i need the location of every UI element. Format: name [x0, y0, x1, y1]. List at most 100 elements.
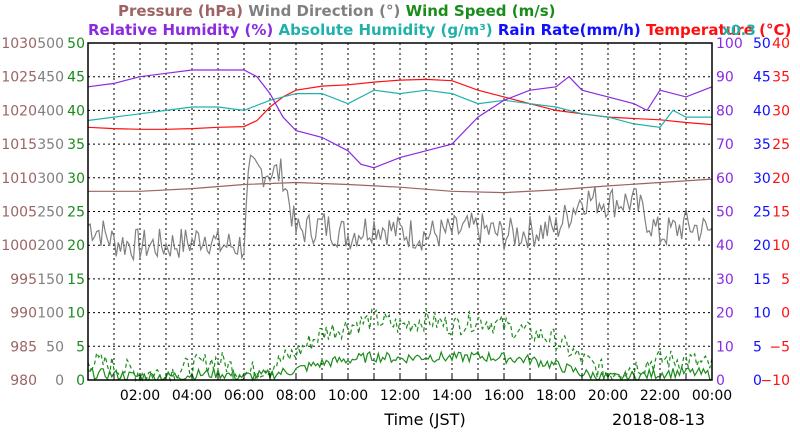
right-tick-label: 25: [753, 205, 771, 221]
chart-title-row-1: Pressure (hPa) Wind Direction (°) Wind S…: [118, 2, 555, 20]
right-tick-label: 35: [753, 137, 771, 153]
right-tick-label: 30: [772, 103, 790, 119]
x-tick-label: 14:00: [432, 388, 472, 404]
right-tick-label: 15: [753, 272, 771, 288]
legend-entry: Wind Speed (m/s): [406, 2, 556, 20]
left-tick-label: 400: [37, 103, 64, 119]
x-tick-label: 16:00: [484, 388, 524, 404]
legend-entry: Relative Humidity (%): [88, 21, 279, 39]
right-tick-label: 10: [772, 238, 790, 254]
left-tick-label: 1025: [1, 70, 37, 86]
right-tick-label: 50: [753, 36, 771, 52]
right-tick-label: 40: [716, 238, 734, 254]
left-tick-label: 15: [67, 272, 85, 288]
left-tick-label: 450: [37, 70, 64, 86]
left-tick-label: 0: [76, 373, 85, 389]
right-tick-label: 5: [753, 339, 762, 355]
x-tick-label: 04:00: [172, 388, 212, 404]
left-tick-label: 150: [37, 272, 64, 288]
grid: [88, 43, 712, 380]
left-tick-label: 50: [67, 36, 85, 52]
right-tick-label: −10: [760, 373, 790, 389]
right-tick-label: 30: [716, 272, 734, 288]
left-tick-label: 980: [10, 373, 37, 389]
left-tick-label: 25: [67, 205, 85, 221]
right-tick-label: 20: [772, 171, 790, 187]
right-tick-label: 40: [772, 36, 790, 52]
x-axis-label: Time (JST): [383, 410, 465, 429]
x-tick-label: 18:00: [536, 388, 576, 404]
legend-entry: Pressure (hPa): [118, 2, 248, 20]
right-tick-label: −5: [769, 339, 790, 355]
legend-entry: Temperature (°C): [646, 21, 791, 39]
left-tick-label: 995: [10, 272, 37, 288]
left-tick-label: 200: [37, 238, 64, 254]
right-tick-label: 0: [753, 373, 762, 389]
right-tick-label: 30: [753, 171, 771, 187]
right-tick-label: 0: [781, 306, 790, 322]
x-tick-label: 02:00: [120, 388, 160, 404]
left-tick-label: 985: [10, 339, 37, 355]
legend-entry: Absolute Humidity (g/m³): [279, 21, 498, 39]
series-layer: [87, 69, 713, 383]
series-line-pressure: [88, 178, 713, 194]
right-tick-label: 0: [716, 373, 725, 389]
left-tick-label: 35: [67, 137, 85, 153]
right-tick-label: 10: [716, 339, 734, 355]
left-tick-label: 1005: [1, 205, 37, 221]
left-tick-label: 1015: [1, 137, 37, 153]
series-line-wind-direction: [87, 154, 713, 262]
multiplier-label: x0.3: [722, 23, 756, 39]
x-tick-label: 06:00: [224, 388, 264, 404]
right-tick-label: 45: [753, 70, 771, 86]
right-axes: 0102030405060708090100051015202530354045…: [716, 36, 790, 389]
right-tick-label: 5: [781, 272, 790, 288]
left-tick-label: 100: [37, 306, 64, 322]
right-tick-label: 10: [753, 306, 771, 322]
date-label: 2018-08-13: [612, 410, 705, 429]
x-tick-label: 20:00: [588, 388, 628, 404]
left-tick-label: 990: [10, 306, 37, 322]
x-tick-label: 08:00: [276, 388, 316, 404]
left-tick-label: 500: [37, 36, 64, 52]
right-tick-label: 15: [772, 205, 790, 221]
right-tick-label: 100: [716, 36, 743, 52]
right-tick-label: 70: [716, 137, 734, 153]
right-tick-label: 20: [716, 306, 734, 322]
left-tick-label: 250: [37, 205, 64, 221]
left-tick-label: 1010: [1, 171, 37, 187]
legend-entry: Wind Direction (°): [248, 2, 405, 20]
left-tick-label: 40: [67, 103, 85, 119]
left-tick-label: 300: [37, 171, 64, 187]
x-tick-label: 22:00: [640, 388, 680, 404]
left-tick-label: 1030: [1, 36, 37, 52]
right-tick-label: 80: [716, 103, 734, 119]
left-tick-label: 45: [67, 70, 85, 86]
left-tick-label: 350: [37, 137, 64, 153]
right-tick-label: 60: [716, 171, 734, 187]
left-tick-label: 20: [67, 238, 85, 254]
left-axes: 9809859909951000100510101015102010251030…: [1, 36, 85, 389]
right-tick-label: 40: [753, 103, 771, 119]
series-line-absolute-humidity: [87, 89, 712, 128]
x-tick-label: 00:00: [692, 388, 732, 404]
left-tick-label: 50: [46, 339, 64, 355]
left-tick-label: 10: [67, 306, 85, 322]
series-line-relative-humidity: [87, 69, 713, 169]
right-tick-label: 25: [772, 137, 790, 153]
left-tick-label: 5: [76, 339, 85, 355]
left-tick-label: 30: [67, 171, 85, 187]
chart-title-row-2: Relative Humidity (%) Absolute Humidity …: [88, 21, 791, 39]
left-tick-label: 0: [55, 373, 64, 389]
x-tick-label: 12:00: [380, 388, 420, 404]
legend-entry: Rain Rate(mm/h): [498, 21, 646, 39]
right-tick-label: 20: [753, 238, 771, 254]
right-tick-label: 35: [772, 70, 790, 86]
x-tick-label: 10:00: [328, 388, 368, 404]
left-tick-label: 1000: [1, 238, 37, 254]
right-tick-label: 90: [716, 70, 734, 86]
x-axis: 02:00 04:00 06:00 08:00 10:00 12:00 14:00 16:00…: [113, 374, 732, 404]
left-tick-label: 1020: [1, 103, 37, 119]
right-tick-label: 50: [716, 205, 734, 221]
